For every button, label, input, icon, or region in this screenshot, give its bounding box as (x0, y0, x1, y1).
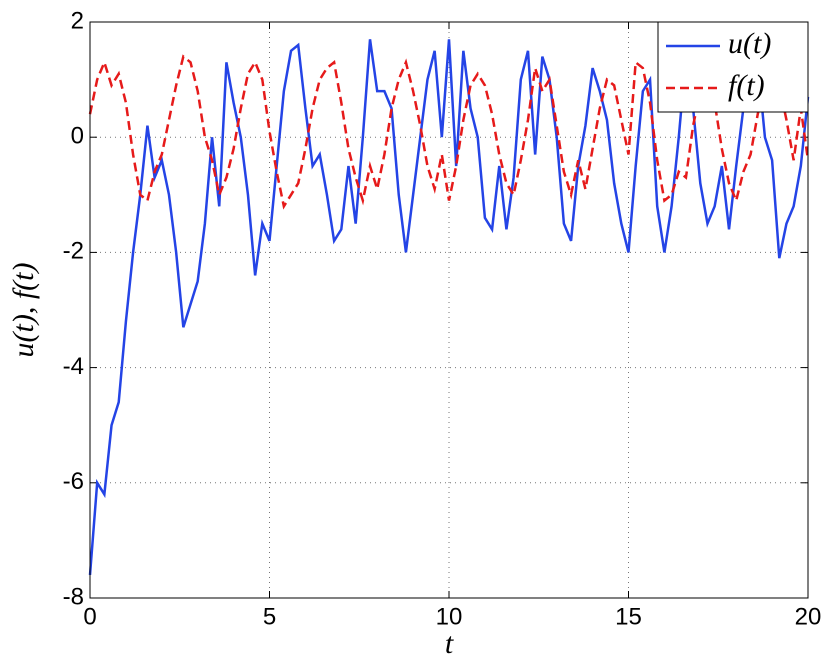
x-tick-label: 5 (263, 603, 276, 630)
x-tick-label: 20 (795, 603, 822, 630)
y-tick-label: -4 (63, 353, 84, 380)
x-axis-label: t (445, 627, 454, 660)
x-tick-label: 10 (436, 603, 463, 630)
legend: u(t) f(t) (657, 21, 809, 113)
y-tick-label: -2 (63, 238, 84, 265)
y-tick-label: -6 (63, 468, 84, 495)
legend-box (657, 21, 809, 113)
data-line (88, 54, 810, 210)
y-tick-label: -8 (63, 583, 84, 610)
legend-label: f(t) (728, 69, 765, 102)
y-tick-label: 2 (71, 7, 84, 34)
x-tick-label: 0 (83, 603, 96, 630)
axes-box (89, 21, 809, 599)
x-tick-label: 15 (615, 603, 642, 630)
legend-label: u(t) (728, 27, 771, 60)
y-axis-label: u(t), f(t) (7, 263, 40, 358)
y-tick-label: 0 (71, 123, 84, 150)
